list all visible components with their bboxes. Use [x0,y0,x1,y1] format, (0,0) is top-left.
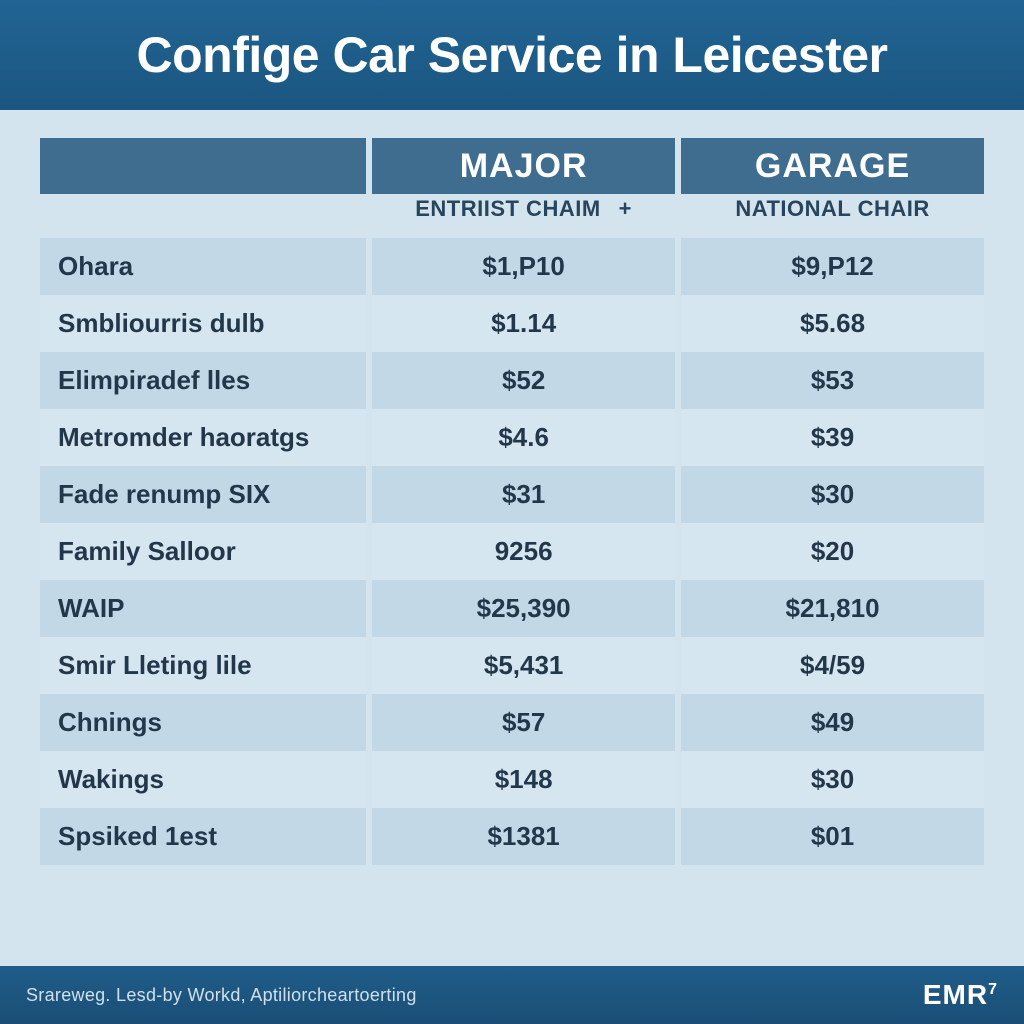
row-garage-value: $30 [681,751,984,808]
table-row: Spsiked 1est$1381$01 [40,808,984,865]
subheader-blank [40,194,366,238]
header-garage: GARAGE [681,138,984,194]
table-row: Elimpiradef lles$52$53 [40,352,984,409]
row-label: WAIP [40,580,366,637]
row-label: Family Salloor [40,523,366,580]
page-title: Confige Car Service in Leicester [137,26,888,84]
row-major-value: $1,P10 [372,238,675,295]
row-garage-value: $30 [681,466,984,523]
row-garage-value: $20 [681,523,984,580]
row-garage-value: $9,P12 [681,238,984,295]
table-row: Ohara$1,P10$9,P12 [40,238,984,295]
row-garage-value: $21,810 [681,580,984,637]
row-garage-value: $01 [681,808,984,865]
row-label: Fade renump SIX [40,466,366,523]
row-label: Smir Lleting lile [40,637,366,694]
header-major: MAJOR [372,138,675,194]
row-major-value: $5,431 [372,637,675,694]
row-garage-value: $39 [681,409,984,466]
table-row: Metromder haoratgs$4.6$39 [40,409,984,466]
footer-brand: EMR7 [923,979,998,1011]
table-container: MAJOR GARAGE ENTRIIST CHAIM+ NATIONAL CH… [0,110,1024,966]
footer-source: Srareweg. Lesd-by Workd, Aptiliorchearto… [26,985,417,1006]
row-major-value: $1381 [372,808,675,865]
row-major-value: $31 [372,466,675,523]
row-label: Smbliourris dulb [40,295,366,352]
title-bar: Confige Car Service in Leicester [0,0,1024,110]
footer-bar: Srareweg. Lesd-by Workd, Aptiliorchearto… [0,966,1024,1024]
table-row: Wakings$148$30 [40,751,984,808]
table-row: Smbliourris dulb$1.14$5.68 [40,295,984,352]
infographic-frame: Confige Car Service in Leicester MAJOR G… [0,0,1024,1024]
price-comparison-table: MAJOR GARAGE ENTRIIST CHAIM+ NATIONAL CH… [34,138,990,865]
row-label: Spsiked 1est [40,808,366,865]
table-body: Ohara$1,P10$9,P12Smbliourris dulb$1.14$5… [40,238,984,865]
row-label: Elimpiradef lles [40,352,366,409]
subheader-garage: NATIONAL CHAIR [681,194,984,238]
row-major-value: $148 [372,751,675,808]
table-row: WAIP$25,390$21,810 [40,580,984,637]
row-garage-value: $4/59 [681,637,984,694]
row-major-value: 9256 [372,523,675,580]
row-major-value: $57 [372,694,675,751]
header-blank [40,138,366,194]
row-garage-value: $5.68 [681,295,984,352]
row-garage-value: $53 [681,352,984,409]
row-major-value: $52 [372,352,675,409]
row-label: Chnings [40,694,366,751]
row-label: Metromder haoratgs [40,409,366,466]
table-row: Smir Lleting lile$5,431$4/59 [40,637,984,694]
row-garage-value: $49 [681,694,984,751]
row-label: Wakings [40,751,366,808]
row-major-value: $4.6 [372,409,675,466]
row-major-value: $25,390 [372,580,675,637]
table-header: MAJOR GARAGE ENTRIIST CHAIM+ NATIONAL CH… [40,138,984,238]
table-row: Fade renump SIX$31$30 [40,466,984,523]
row-major-value: $1.14 [372,295,675,352]
table-row: Family Salloor9256$20 [40,523,984,580]
table-row: Chnings$57$49 [40,694,984,751]
subheader-major: ENTRIIST CHAIM+ [372,194,675,238]
row-label: Ohara [40,238,366,295]
